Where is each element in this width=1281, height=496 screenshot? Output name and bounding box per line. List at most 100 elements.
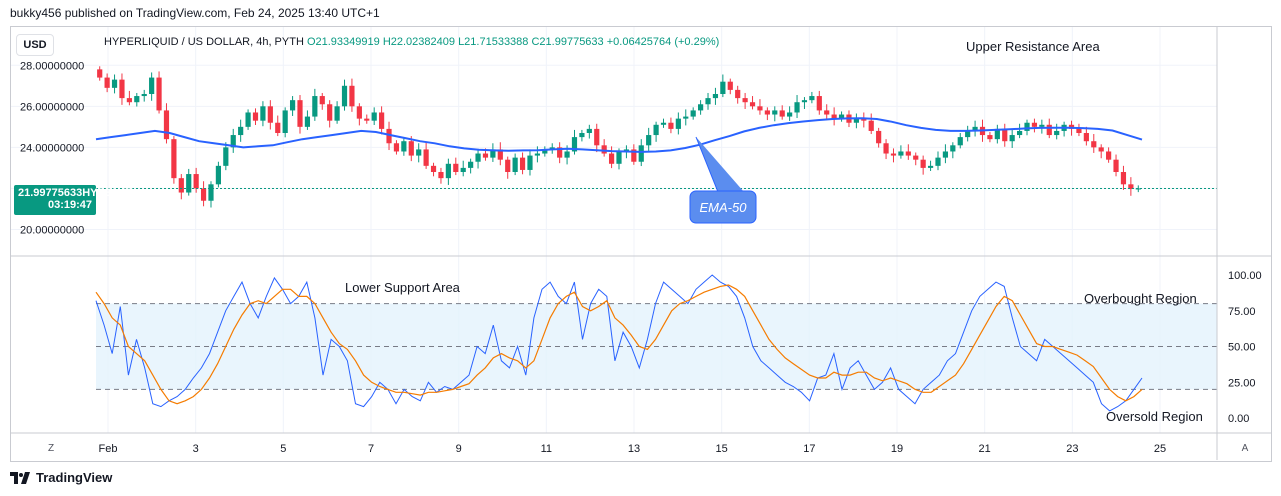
time-tick: 7	[368, 443, 374, 455]
stoch-band-lines	[96, 303, 1217, 390]
stoch-tick: 50.00	[1228, 342, 1256, 354]
zoom-button[interactable]: Z	[47, 442, 55, 454]
auto-scale-button[interactable]: A	[1241, 442, 1249, 454]
lower-support-label: Lower Support Area	[345, 280, 461, 295]
ema-callout-box	[689, 190, 757, 224]
time-tick: 23	[1066, 443, 1078, 455]
candle-body	[1024, 122, 1030, 131]
candle-body	[772, 110, 778, 115]
candle-body	[586, 128, 592, 133]
candle-body	[876, 130, 882, 144]
candle-body	[527, 155, 533, 170]
time-tick: 25	[1154, 443, 1166, 455]
stoch-tick: 100.00	[1228, 270, 1262, 282]
tradingview-brand: TradingView	[36, 470, 113, 485]
candle-body	[549, 147, 555, 150]
candle-body	[252, 112, 259, 121]
upper-resistance-label: Upper Resistance Area	[966, 39, 1100, 54]
open-value: O21.93349919	[306, 36, 380, 48]
candle-body	[505, 159, 511, 172]
candle-body	[379, 112, 385, 129]
candle-body	[364, 118, 370, 121]
candle-body	[861, 118, 867, 121]
candle-body	[289, 100, 296, 111]
stoch-d-line	[95, 284, 1143, 405]
high-value: H22.02382409	[382, 36, 455, 48]
candle-body	[727, 81, 733, 90]
candle-body	[1002, 128, 1008, 142]
candle-body	[653, 124, 659, 136]
candle-body	[178, 178, 184, 193]
stoch-tick: 0.00	[1228, 413, 1249, 425]
ema-callout-pointer	[695, 136, 744, 193]
candle-body	[601, 145, 607, 154]
candle-body	[1135, 188, 1141, 190]
stoch-axis-labels: 100.00 75.00 50.00 25.00 0.00	[1228, 270, 1262, 425]
candle-body	[223, 147, 229, 166]
candle-body	[690, 110, 696, 117]
candle-body	[327, 104, 333, 121]
candle-body	[987, 135, 993, 140]
candle-body	[1054, 130, 1060, 136]
candle-body	[816, 96, 822, 111]
candle-body	[623, 149, 630, 152]
candle-body	[1128, 184, 1134, 190]
candle-body	[408, 141, 414, 156]
candle-body	[957, 137, 963, 146]
candle-body	[742, 98, 748, 103]
candle-body	[920, 159, 926, 168]
candle-body	[579, 133, 585, 138]
candle-body	[683, 116, 689, 119]
candle-body	[616, 151, 622, 164]
stoch-tick: 75.00	[1228, 306, 1256, 318]
tradingview-logo[interactable]: TradingView	[10, 470, 112, 485]
candle-body	[1106, 151, 1112, 160]
candle-body	[809, 96, 815, 101]
candle-body	[853, 118, 859, 123]
candle-body	[134, 96, 140, 103]
candle-body	[186, 174, 192, 193]
last-price-tag: 21.99775633 HYPEUSD 03:19:47	[14, 185, 135, 215]
last-price-value: 21.99775633	[18, 187, 83, 199]
candle-body	[97, 69, 103, 78]
price-tick: 24.00000000	[20, 142, 84, 154]
candle-body	[460, 167, 466, 172]
candle-body	[608, 153, 615, 164]
candle-body	[445, 163, 451, 179]
candle-body	[631, 149, 637, 162]
close-value: C21.99775633	[531, 36, 604, 48]
candle-body	[749, 102, 756, 107]
candle-body	[304, 116, 311, 127]
candle-body	[972, 126, 978, 131]
candle-body	[497, 149, 503, 160]
candle-body	[1016, 130, 1023, 136]
candle-body	[594, 128, 600, 146]
candle-body	[230, 135, 236, 148]
candle-body	[646, 135, 652, 146]
candle-body	[638, 145, 644, 162]
candle-body	[200, 188, 207, 201]
candle-body	[675, 118, 681, 129]
candle-body	[831, 114, 837, 119]
candle-body	[838, 114, 845, 119]
candle-body	[534, 153, 540, 156]
candle-body	[430, 165, 437, 172]
candle-body	[698, 104, 704, 111]
candle-body	[519, 157, 526, 170]
candle-body	[319, 96, 325, 105]
candle-body	[994, 128, 1000, 140]
candle-body	[720, 81, 726, 94]
candle-body	[111, 79, 118, 88]
candle-body	[215, 165, 222, 185]
candle-body	[393, 143, 400, 152]
candle-body	[705, 98, 711, 105]
candle-body	[141, 94, 147, 97]
candle-body	[482, 153, 489, 158]
currency-selector[interactable]: USD	[16, 34, 54, 56]
candle-body	[660, 122, 667, 125]
candle-body	[712, 94, 719, 99]
candle-body	[356, 106, 362, 119]
candle-body	[557, 147, 563, 158]
ema-callout-label: EMA-50	[700, 200, 748, 215]
